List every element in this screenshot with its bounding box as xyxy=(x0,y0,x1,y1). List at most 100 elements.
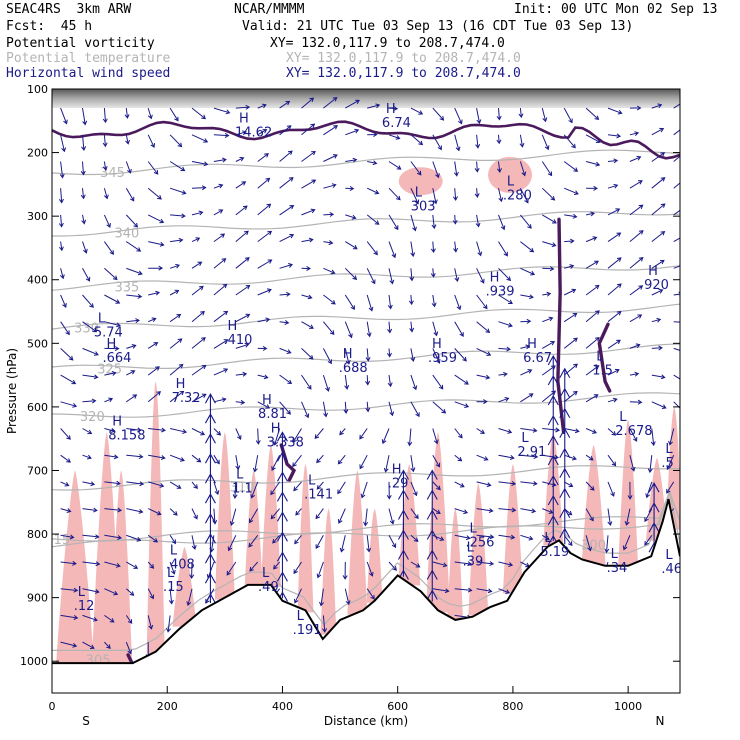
low-value-4: 2.678 xyxy=(615,424,652,439)
terrain-fill xyxy=(52,499,680,693)
wind-vector-543 xyxy=(125,641,132,655)
wind-vector-168 xyxy=(564,238,575,244)
wind-vector-223 xyxy=(498,294,513,304)
center-name: NCAR/MMMM xyxy=(234,2,305,17)
pv-shade-upper-0 xyxy=(398,167,443,196)
high-letter-13: H xyxy=(392,462,402,477)
wind-vector-17 xyxy=(432,107,445,121)
wind-vector-432 xyxy=(627,481,633,500)
wind-vector-449 xyxy=(363,508,369,527)
wind-vector-374 xyxy=(629,428,638,442)
wind-vector-126 xyxy=(279,205,295,216)
wind-vector-301 xyxy=(301,374,312,390)
wind-vector-206 xyxy=(126,293,143,299)
wind-vector-392 xyxy=(383,455,390,473)
wind-vector-251 xyxy=(476,321,491,334)
wind-vector-520 xyxy=(168,588,174,605)
wind-vector-538 xyxy=(322,615,328,633)
low-value-2: 5.74 xyxy=(94,326,123,341)
low-value-9: .39 xyxy=(463,554,484,569)
x-tick-label-400: 400 xyxy=(272,700,293,713)
wind-vector-160 xyxy=(388,241,397,259)
wind-vector-464 xyxy=(60,534,75,540)
high-value-0: 6.74 xyxy=(382,116,411,131)
wind-vector-407 xyxy=(82,481,96,487)
wind-vector-60 xyxy=(102,161,108,171)
wind-vector-13 xyxy=(345,99,360,109)
wind-vector-216 xyxy=(344,294,355,311)
wind-vector-179 xyxy=(169,263,181,269)
wind-vector-315 xyxy=(607,368,620,376)
wind-vector-44 xyxy=(388,134,401,140)
wind-vector-250 xyxy=(454,321,464,337)
wind-vector-362 xyxy=(359,428,368,440)
wind-vector-92 xyxy=(169,187,187,195)
wind-vector-359 xyxy=(292,428,302,444)
wind-vector-406 xyxy=(60,481,70,487)
wind-vector-194 xyxy=(498,267,512,282)
x-tick-label-200: 200 xyxy=(157,700,178,713)
y-tick-label-100: 100 xyxy=(27,83,48,96)
wind-vector-519 xyxy=(147,588,155,600)
wind-vector-296 xyxy=(191,364,207,376)
wind-vector-189 xyxy=(388,268,395,285)
wind-vector-98 xyxy=(301,179,317,189)
wind-vector-252 xyxy=(498,321,513,328)
wind-vector-473 xyxy=(248,534,259,548)
valid-time: Valid: 21 UTC Tue 03 Sep 13 (16 CDT Tue … xyxy=(242,19,634,34)
wind-vector-45 xyxy=(410,134,424,146)
wind-vector-391 xyxy=(359,454,368,470)
wind-vector-340 xyxy=(520,393,534,403)
wind-vector-51 xyxy=(541,134,550,151)
wind-vector-228 xyxy=(607,283,622,296)
low-letter-9: L xyxy=(467,540,475,555)
wind-vector-89 xyxy=(103,188,109,200)
wind-vector-266 xyxy=(169,338,183,349)
wind-vector-321 xyxy=(104,397,114,403)
high-letter-8: H xyxy=(527,337,537,352)
wind-vector-20 xyxy=(496,108,502,121)
wind-vector-489 xyxy=(604,535,610,554)
wind-vector-255 xyxy=(563,312,578,323)
wind-vector-450 xyxy=(388,508,395,525)
wind-vector-414 xyxy=(232,481,238,499)
wind-vector-462 xyxy=(644,508,653,523)
wind-vector-238 xyxy=(191,310,205,323)
wind-vector-483 xyxy=(476,534,495,540)
y-tick-label-900: 900 xyxy=(27,592,48,605)
wind-vector-163 xyxy=(453,241,459,253)
wind-vector-71 xyxy=(345,157,358,163)
updraft-column-4 xyxy=(547,354,559,546)
terrain-layer xyxy=(52,498,680,693)
wind-vector-485 xyxy=(520,534,534,541)
wind-vector-193 xyxy=(476,268,485,284)
wind-vector-41 xyxy=(323,125,339,136)
wind-vector-186 xyxy=(323,267,336,275)
wind-vector-271 xyxy=(279,347,292,354)
north-label: N xyxy=(656,714,665,728)
pv-shade-plume-14 xyxy=(447,508,464,622)
wind-vector-170 xyxy=(607,232,622,243)
y-tick-label-400: 400 xyxy=(27,274,48,287)
low-letter-6: L xyxy=(308,474,316,489)
wind-vector-344 xyxy=(607,397,618,403)
wind-vector-310 xyxy=(498,371,508,377)
pv-shade-plume-7 xyxy=(260,445,281,587)
pv-shade-plume-18 xyxy=(581,445,606,565)
low-value-10: 5.19 xyxy=(540,545,569,560)
south-label: S xyxy=(82,714,90,728)
wind-vector-437 xyxy=(104,507,123,513)
wind-vector-101 xyxy=(366,187,380,195)
wind-vector-378 xyxy=(82,454,92,460)
wind-vector-479 xyxy=(388,535,397,549)
wind-vector-157 xyxy=(323,240,334,246)
wind-vector-384 xyxy=(213,454,220,465)
low-letter-13: L xyxy=(167,566,175,581)
wind-vector-338 xyxy=(476,399,488,405)
wind-vector-200 xyxy=(629,256,644,269)
wind-vector-448 xyxy=(337,508,346,524)
wind-vector-247 xyxy=(387,321,393,334)
wind-vector-156 xyxy=(301,237,314,243)
theta-line-305 xyxy=(52,489,680,651)
